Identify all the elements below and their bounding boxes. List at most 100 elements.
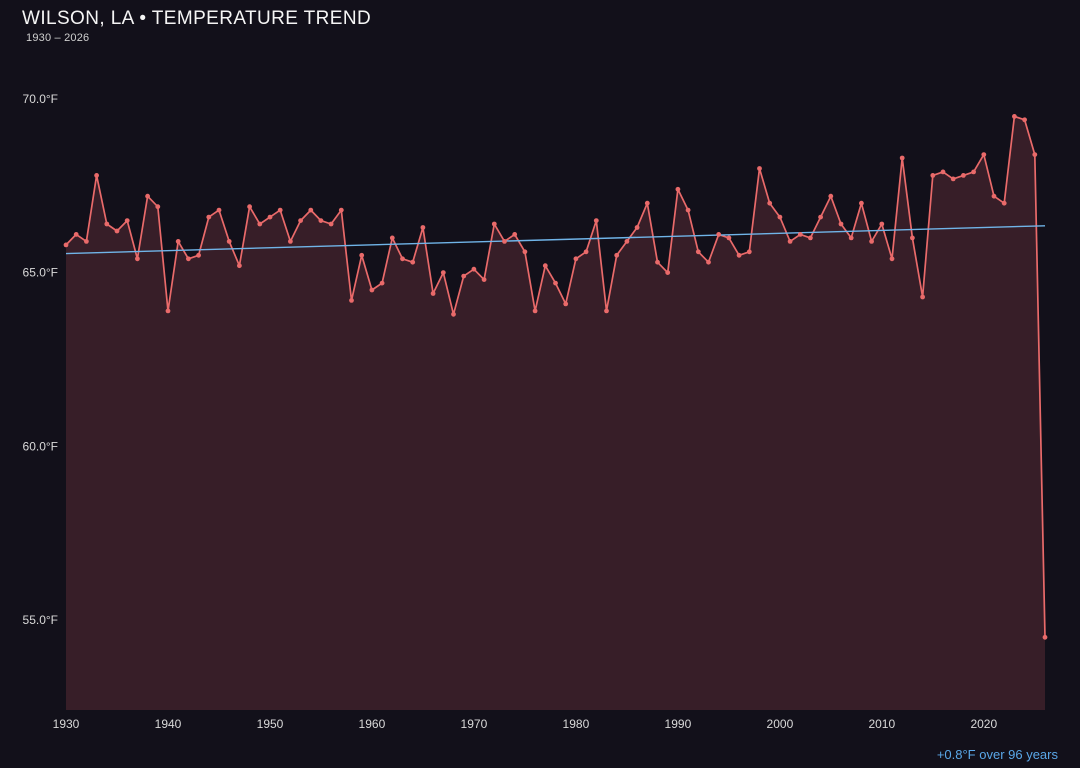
data-point-marker [410,259,416,265]
data-point-marker [196,252,202,258]
data-point-marker [73,232,79,237]
data-point-marker [624,239,630,244]
data-point-marker [675,186,681,192]
data-point-marker [1001,200,1007,206]
data-point-marker [716,232,722,237]
data-point-marker [726,235,732,241]
data-point-marker [940,169,946,175]
data-point-marker [532,308,538,314]
data-point-marker [216,207,222,213]
data-point-marker [471,266,477,272]
data-point-marker [277,207,283,213]
x-axis-tick-label: 1950 [257,717,284,731]
x-axis-tick-label: 1990 [665,717,692,731]
chart-subtitle: 1930 – 2026 [26,32,90,44]
series-area-fill [66,116,1045,710]
data-point-marker [644,200,650,206]
data-point-marker [308,207,314,213]
data-point-marker [63,242,69,248]
data-point-marker [400,256,405,262]
data-point-marker [124,218,130,224]
data-point-marker [818,214,823,220]
data-point-marker [981,152,987,158]
x-axis-tick-label: 2000 [767,717,794,731]
data-point-marker [879,221,885,227]
data-point-marker [328,221,334,227]
data-point-marker [746,249,752,255]
data-point-marker [84,239,89,244]
y-axis-tick-label: 55.0°F [23,613,58,627]
data-point-marker [930,173,936,178]
data-point-marker [553,280,558,286]
data-point-marker [165,308,171,314]
data-point-marker [389,235,395,241]
data-point-marker [288,239,293,244]
data-point-marker [757,166,762,171]
data-point-marker [910,235,915,241]
data-point-marker [522,249,528,255]
data-point-marker [440,270,446,275]
data-point-marker [573,256,579,262]
data-point-marker [104,221,110,227]
data-point-marker [655,259,660,265]
y-axis-tick-label: 65.0°F [23,266,58,280]
data-point-marker [1042,634,1048,640]
data-point-marker [634,225,640,230]
data-point-marker [797,232,803,237]
data-point-marker [359,252,365,258]
data-point-marker [226,239,232,244]
data-point-marker [430,291,436,296]
data-point-marker [695,249,701,255]
data-point-marker [808,235,813,241]
data-point-marker [971,169,976,175]
data-point-marker [542,263,548,269]
data-point-marker [349,298,354,303]
trend-annotation: +0.8°F over 96 years [936,747,1058,762]
data-point-marker [298,218,303,224]
data-point-marker [145,193,151,199]
data-point-marker [247,204,253,210]
data-point-marker [583,249,589,255]
x-axis-tick-label: 1940 [155,717,182,731]
data-point-marker [420,225,426,230]
y-axis-tick-label: 60.0°F [23,439,58,453]
x-axis-tick-label: 2010 [868,717,895,731]
data-point-marker [94,173,99,178]
data-point-marker [787,239,793,244]
data-point-marker [186,256,191,262]
data-point-marker [502,239,507,244]
x-axis-tick-label: 2020 [970,717,997,731]
data-point-marker [665,270,671,275]
data-point-marker [736,252,742,258]
data-point-marker [1012,114,1017,119]
data-point-marker [461,273,467,279]
data-point-marker [828,193,834,199]
data-point-marker [706,259,711,265]
data-point-marker [135,256,140,262]
data-point-marker [838,221,844,227]
data-point-marker [777,214,783,220]
data-point-marker [563,301,569,307]
data-point-marker [899,155,905,161]
x-axis-tick-label: 1930 [53,717,80,731]
data-point-marker [1032,152,1038,158]
data-point-marker [593,218,599,224]
data-point-marker [848,235,854,241]
data-point-marker [338,207,344,213]
data-point-marker [869,239,874,244]
x-axis-tick-label: 1980 [563,717,590,731]
data-point-marker [889,256,895,262]
data-point-marker [267,214,273,220]
data-point-marker [614,252,620,258]
data-point-marker [920,294,925,300]
data-point-marker [991,193,997,199]
x-axis-tick-label: 1970 [461,717,488,731]
data-point-marker [369,287,375,293]
data-point-marker [685,207,691,213]
data-point-marker [206,214,212,220]
trend-line [65,225,1046,255]
data-point-marker [1022,117,1027,123]
data-point-marker [237,263,242,269]
data-point-marker [451,311,456,317]
